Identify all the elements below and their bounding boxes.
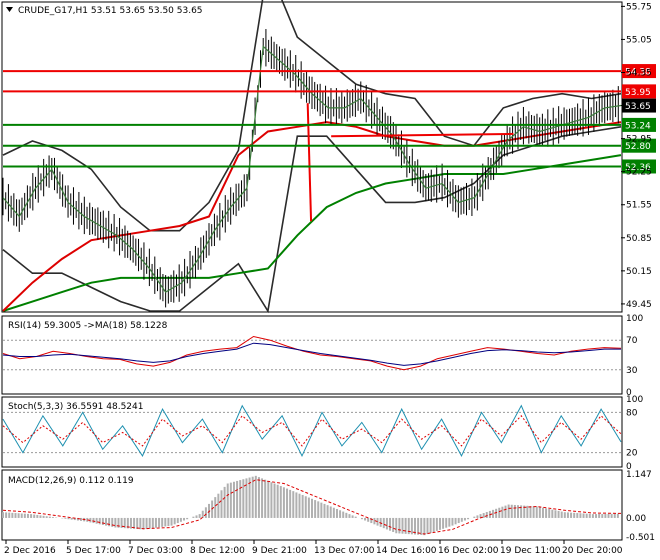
x-tick-label: 16 Dec 02:00	[438, 546, 499, 556]
rsi-y-tick-label: 100	[626, 314, 643, 324]
x-tick-label: 2 Dec 2016	[4, 546, 56, 556]
rsi-ma-line	[2, 342, 621, 366]
rsi-y-tick-label: 30	[626, 366, 638, 376]
stoch-y-tick-label: 100	[626, 395, 643, 405]
level-label-52.80: 52.80	[625, 142, 651, 152]
current-price-label: 53.65	[625, 102, 651, 112]
rsi-title: RSI(14) 59.3005 ->MA(18) 58.1228	[8, 321, 168, 331]
x-tick-label: 20 Dec 20:00	[562, 546, 623, 556]
stoch-y-tick-label: 0	[626, 462, 632, 472]
macd-series-group	[2, 475, 622, 536]
x-tick-label: 13 Dec 07:00	[314, 546, 375, 556]
price-y-tick-label: 50.15	[626, 267, 652, 277]
stoch-title: Stoch(5,3,3) 36.5591 48.5241	[8, 402, 143, 412]
rsi-series-group	[2, 335, 622, 371]
price-y-tick-label: 51.55	[626, 201, 652, 211]
level-tag-52.36	[622, 159, 656, 174]
price-y-tick-label: 55.05	[626, 35, 652, 45]
price-y-tick-label: 52.95	[626, 135, 652, 145]
price-series-group	[2, 0, 622, 314]
bollinger-upper-line	[2, 0, 622, 232]
axes-group: 55.75 55.05 54.35 53.65 52.95 52.25 51.55 50.85…	[4, 2, 656, 556]
macd-signal-line	[2, 479, 622, 535]
ma-green-line	[2, 154, 622, 312]
x-tick-label: 19 Dec 11:00	[500, 546, 561, 556]
stoch-series-group	[2, 404, 622, 458]
bollinger-lower-line	[2, 126, 622, 314]
ma-fast-line	[2, 45, 622, 293]
level-label-52.36: 52.36	[625, 163, 651, 173]
price-y-tick-label: 52.25	[626, 168, 652, 178]
level-tag-53.95	[622, 84, 656, 99]
stoch-main-line	[2, 404, 622, 458]
stoch-y-tick-label: 80	[626, 408, 638, 418]
price-y-tick-label: 54.35	[626, 68, 652, 78]
macd-y-tick-label: -0.501	[626, 533, 655, 543]
level-tag-53.24	[622, 117, 656, 132]
dropdown-arrow-icon	[6, 7, 13, 12]
current-price-tag	[622, 98, 656, 113]
price-y-tick-label: 50.85	[626, 234, 652, 244]
price-y-tick-label: 49.45	[626, 300, 652, 310]
macd-y-tick-label: 1.147	[626, 470, 652, 480]
rsi-y-tick-label: 0	[626, 388, 632, 398]
x-tick-label: 7 Dec 03:00	[128, 546, 183, 556]
price-y-tick-label: 55.75	[626, 2, 652, 12]
price-title: CRUDE_G17,H1 53.51 53.65 53.50 53.65	[18, 6, 203, 16]
price-panel	[1, 1, 623, 313]
macd-y-tick-label: 0.00	[626, 514, 646, 524]
trend-line-0	[306, 103, 313, 222]
macd-title: MACD(12,26,9) 0.112 0.119	[8, 476, 134, 486]
trend-line-1	[331, 132, 514, 138]
level-label-54.38: 54.38	[625, 68, 651, 78]
stoch-y-tick-label: 20	[626, 449, 638, 459]
stoch-signal-line	[2, 415, 622, 447]
level-label-53.24: 53.24	[625, 121, 651, 131]
x-tick-label: 9 Dec 21:00	[252, 546, 307, 556]
level-label-53.95: 53.95	[625, 88, 651, 98]
rsi-panel	[1, 315, 623, 395]
level-tag-54.38	[622, 64, 656, 79]
rsi-y-tick-label: 70	[626, 336, 638, 346]
level-tag-52.80	[622, 138, 656, 153]
x-tick-label: 5 Dec 17:00	[66, 546, 121, 556]
x-tick-label: 8 Dec 12:00	[190, 546, 245, 556]
stoch-panel	[1, 396, 623, 468]
x-tick-label: 14 Dec 16:00	[376, 546, 437, 556]
levels-group: 54.38 53.95 53.24 52.80 52.36	[3, 64, 656, 174]
